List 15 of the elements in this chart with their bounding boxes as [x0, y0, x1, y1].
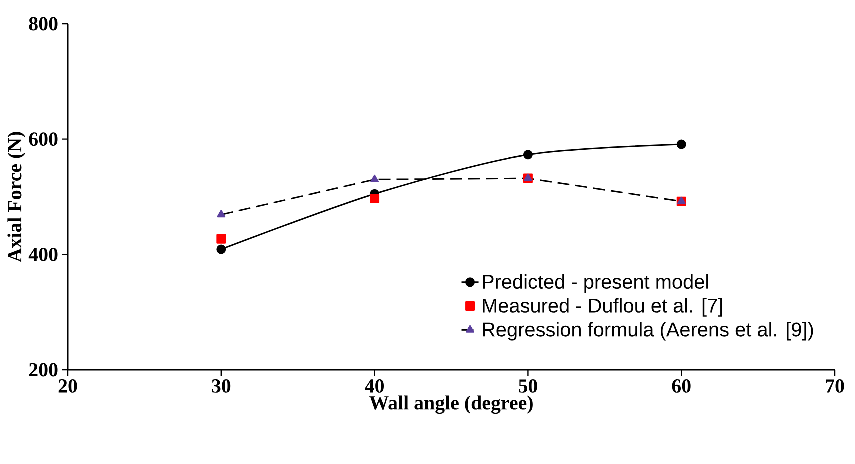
- y-tick-label: 200: [29, 363, 58, 377]
- x-tick-label: 40: [365, 380, 384, 393]
- legend-label: Predicted - present model: [483, 274, 708, 293]
- y-tick-label: 400: [28, 248, 58, 262]
- legend-label: Regression formula (Aerens et al. [9]): [483, 322, 814, 341]
- x-tick-label: 20: [58, 380, 78, 393]
- x-tick-label: 70: [826, 380, 844, 393]
- x-tick-label: 60: [672, 380, 691, 393]
- y-tick-label: 800: [29, 17, 58, 31]
- x-tick-label: 50: [519, 380, 538, 393]
- legend-label: Measured - Duflou et al. [7]: [483, 298, 722, 317]
- x-axis-title: Wall angle (degree): [370, 396, 533, 414]
- y-axis-title: Axial Force (N): [8, 132, 26, 262]
- x-tick-label: 30: [212, 380, 231, 393]
- y-tick-label: 600: [29, 132, 58, 146]
